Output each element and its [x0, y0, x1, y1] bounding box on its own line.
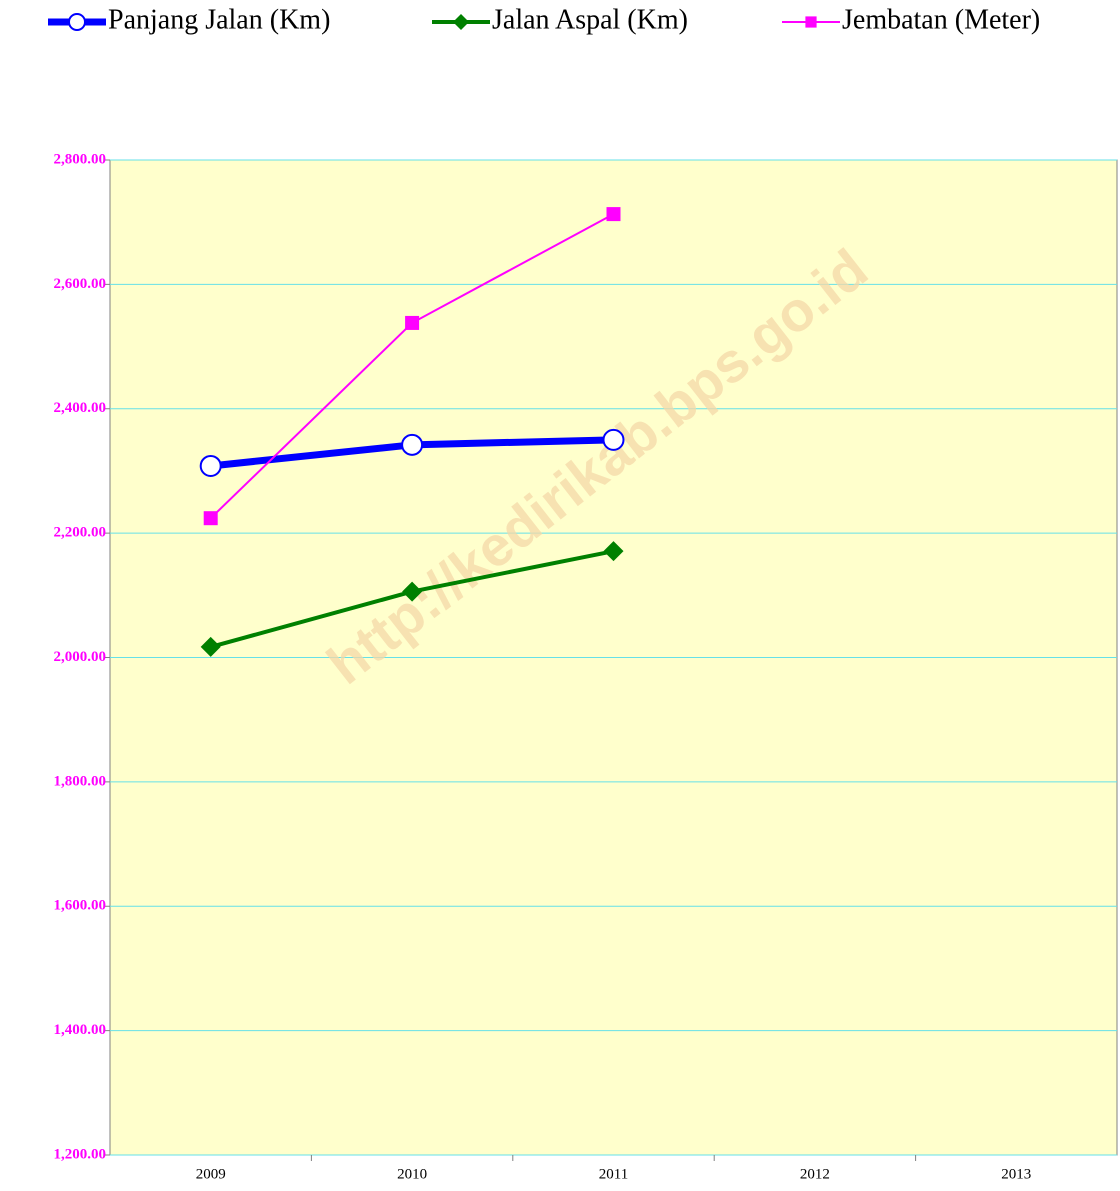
y-tick-label: 2,000.00	[54, 649, 107, 665]
y-tick-label: 2,800.00	[54, 151, 107, 167]
point	[602, 428, 625, 451]
y-tick-label: 2,600.00	[54, 276, 107, 292]
legend-marker	[68, 13, 86, 31]
y-tick-label: 2,200.00	[54, 525, 107, 541]
x-tick-label: 2011	[599, 1166, 628, 1182]
legend-label: Panjang Jalan (Km)	[108, 4, 330, 35]
y-tick-label: 1,400.00	[54, 1022, 107, 1038]
point	[203, 511, 218, 526]
y-tick-label: 1,200.00	[54, 1146, 107, 1162]
point	[603, 541, 624, 562]
x-tick-label: 2010	[397, 1166, 427, 1182]
x-tick-label: 2009	[196, 1166, 226, 1182]
legend-marker	[453, 14, 469, 30]
y-tick-label: 1,600.00	[54, 898, 107, 914]
point	[401, 433, 424, 456]
legend-marker	[805, 16, 817, 28]
point	[405, 315, 420, 330]
point	[402, 581, 423, 602]
x-tick-label: 2013	[1001, 1166, 1031, 1182]
x-tick-label: 2012	[800, 1166, 830, 1182]
y-tick-label: 2,400.00	[54, 400, 107, 416]
legend-label: Jembatan (Meter)	[842, 4, 1040, 35]
y-tick-label: 1,800.00	[54, 773, 107, 789]
legend-label: Jalan Aspal (Km)	[492, 4, 688, 35]
point	[606, 207, 621, 222]
point	[199, 454, 222, 477]
point	[200, 636, 221, 657]
